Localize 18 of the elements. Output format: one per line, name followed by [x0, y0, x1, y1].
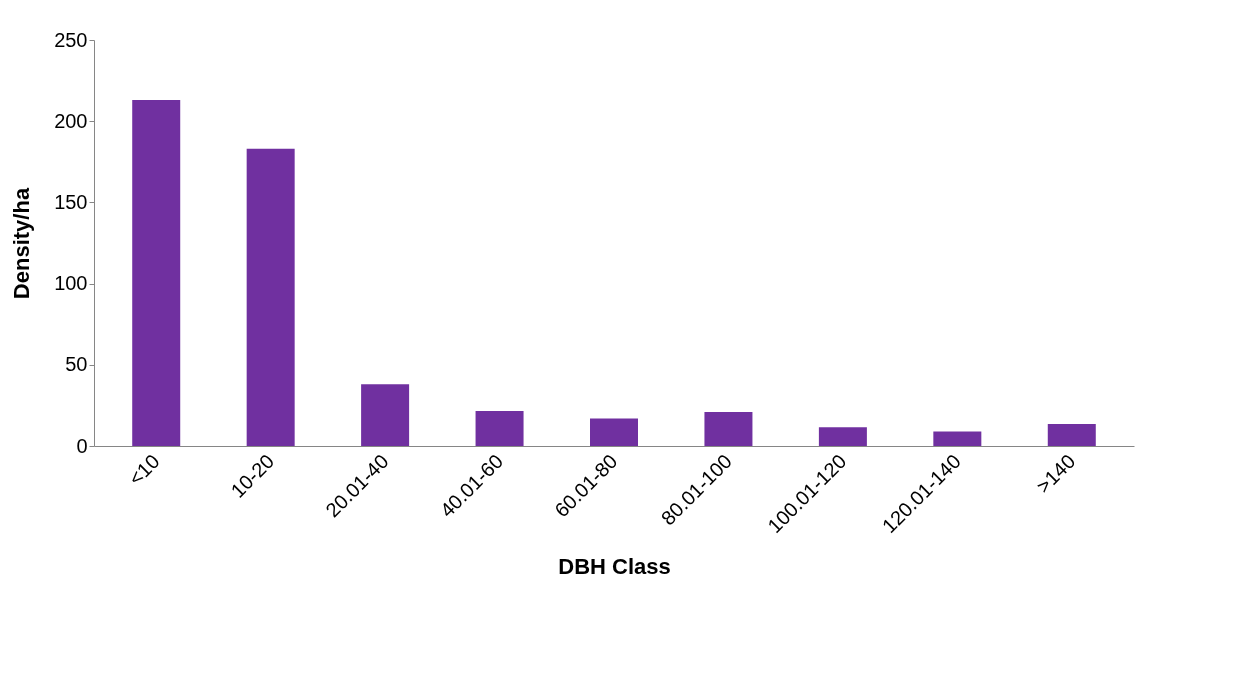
x-axis-title: DBH Class — [558, 554, 671, 580]
bar — [590, 418, 638, 446]
y-tick-label: 0 — [76, 434, 88, 457]
y-tick-label: 250 — [54, 28, 88, 51]
bar — [361, 384, 410, 446]
x-tick-label: <10 — [124, 450, 164, 490]
bar — [475, 411, 524, 446]
y-axis-title: Density/ha — [9, 187, 35, 300]
y-tick-label: 150 — [54, 190, 88, 213]
bar — [933, 431, 982, 446]
bar — [1047, 424, 1096, 446]
bar — [704, 411, 753, 446]
y-tick-label: 50 — [65, 353, 88, 376]
bar — [246, 148, 295, 446]
y-tick-label: 100 — [54, 272, 88, 295]
bar — [818, 427, 867, 446]
bar — [132, 100, 181, 446]
y-tick-label: 200 — [54, 109, 88, 132]
